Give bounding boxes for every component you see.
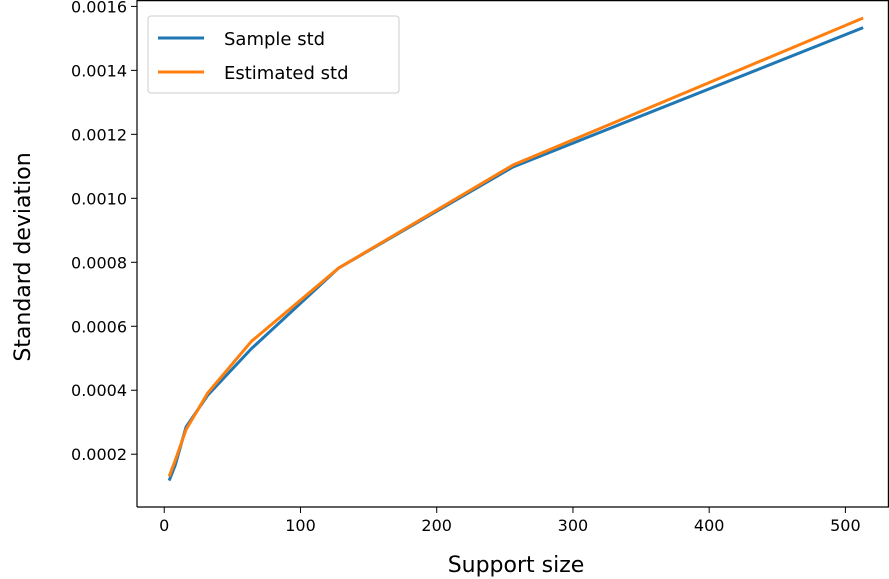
y-tick-label: 0.0010	[71, 189, 127, 208]
x-tick-label: 400	[694, 516, 725, 535]
x-tick-label: 0	[159, 516, 169, 535]
y-axis-label: Standard deviation	[11, 152, 36, 361]
x-tick-label: 200	[421, 516, 452, 535]
y-axis: 0.0002 0.0004 0.0006 0.0008 0.0010 0.0012 0.00…	[71, 0, 137, 464]
y-tick-label: 0.0002	[71, 445, 127, 464]
legend-label-sample-std: Sample std	[224, 29, 325, 50]
y-tick-label: 0.0004	[71, 381, 127, 400]
y-tick-label: 0.0016	[71, 0, 127, 16]
y-tick-label: 0.0008	[71, 253, 127, 272]
legend-box	[147, 15, 400, 94]
series-line-sample-std	[167, 26, 864, 482]
y-tick-label: 0.0014	[71, 61, 127, 80]
x-axis: 0 100 200 300 400 500	[159, 507, 861, 535]
series-lines	[167, 16, 864, 482]
x-tick-label: 100	[285, 516, 316, 535]
x-axis-label: Support size	[448, 553, 585, 578]
y-tick-label: 0.0006	[71, 317, 127, 336]
legend: Sample std Estimated std	[147, 15, 400, 94]
x-tick-label: 300	[558, 516, 589, 535]
plot-area	[136, 0, 889, 508]
legend-label-estimated-std: Estimated std	[224, 63, 349, 84]
x-tick-label: 500	[830, 516, 861, 535]
y-tick-label: 0.0012	[71, 125, 127, 144]
series-line-estimated-std	[167, 16, 864, 477]
